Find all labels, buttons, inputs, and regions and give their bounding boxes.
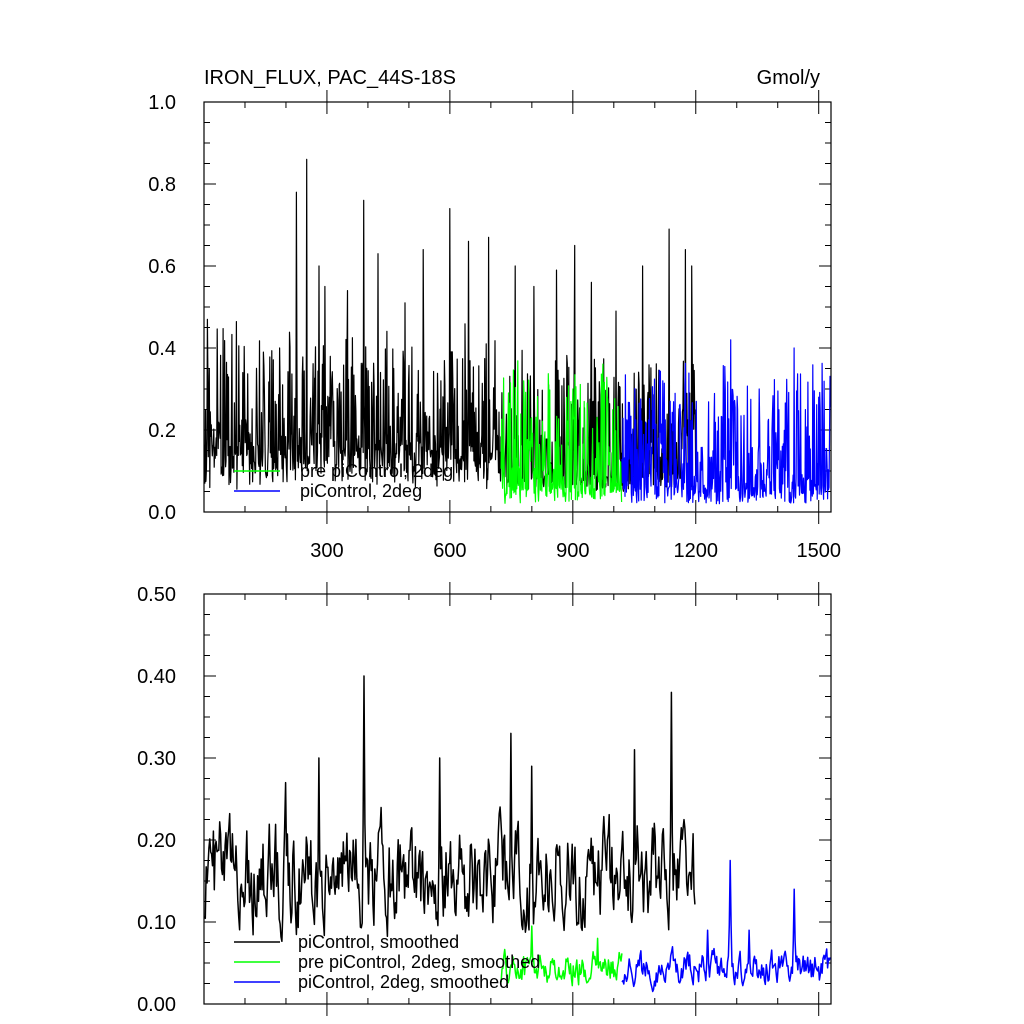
top-panel: IRON_FLUX, PAC_44S-18S Gmol/y 0.00.20.40…: [148, 67, 841, 562]
bottom-legend-label: pre piControl, 2deg, smoothed: [298, 952, 540, 972]
top-y-tick-label: 0.6: [148, 256, 176, 278]
top-series-line-2: [500, 360, 623, 504]
bottom-plot-area: [203, 675, 832, 993]
top-y-tick-label: 0.4: [148, 338, 176, 360]
bottom-series-line-1: [203, 675, 696, 943]
bottom-y-tick-label: 0.10: [137, 912, 176, 934]
top-x-tick-label: 300: [310, 540, 343, 562]
bottom-y-tick-label: 0.40: [137, 666, 176, 688]
top-y-tick-label: 0.0: [148, 502, 176, 524]
bottom-axis-ticks: 0.00 0.10 0.20 0.30 0.40 0.50: [137, 582, 831, 1016]
bottom-y-tick-label: 0.00: [137, 994, 176, 1016]
top-x-tick-label: 600: [433, 540, 466, 562]
top-series-line-3: [621, 339, 832, 505]
bottom-panel: 0.00 0.10 0.20 0.30 0.40 0.50 piControl, smoo…: [137, 582, 832, 1016]
top-axis-ticks: 0.0 0.2 0.4 0.6 0.8 1.0 300 600 900 1200 1500: [148, 90, 841, 562]
bottom-y-tick-label: 0.30: [137, 748, 176, 770]
top-legend-label: pre piControl, 2deg: [300, 461, 453, 481]
bottom-y-tick-label: 0.50: [137, 584, 176, 606]
bottom-legend-label: piControl, smoothed: [298, 932, 459, 952]
top-y-tick-label: 0.2: [148, 420, 176, 442]
top-plot-area: [203, 158, 832, 505]
top-title-left: IRON_FLUX, PAC_44S-18S: [204, 67, 456, 89]
top-title-right: Gmol/y: [757, 67, 820, 89]
top-x-tick-label: 1500: [796, 540, 841, 562]
bottom-plot-frame: [203, 593, 832, 1005]
top-plot-frame: [203, 101, 832, 513]
top-x-tick-label: 900: [556, 540, 589, 562]
bottom-series-line-2: [500, 925, 623, 987]
top-y-tick-label: 0.8: [148, 174, 176, 196]
bottom-y-tick-label: 0.20: [137, 830, 176, 852]
top-series-line-1: [203, 158, 697, 492]
bottom-series-line-3: [621, 859, 832, 993]
top-legend-label: piControl, 2deg: [300, 481, 422, 501]
top-x-tick-label: 1200: [674, 540, 719, 562]
top-y-tick-label: 1.0: [148, 92, 176, 114]
bottom-legend-label: piControl, 2deg, smoothed: [298, 972, 509, 992]
